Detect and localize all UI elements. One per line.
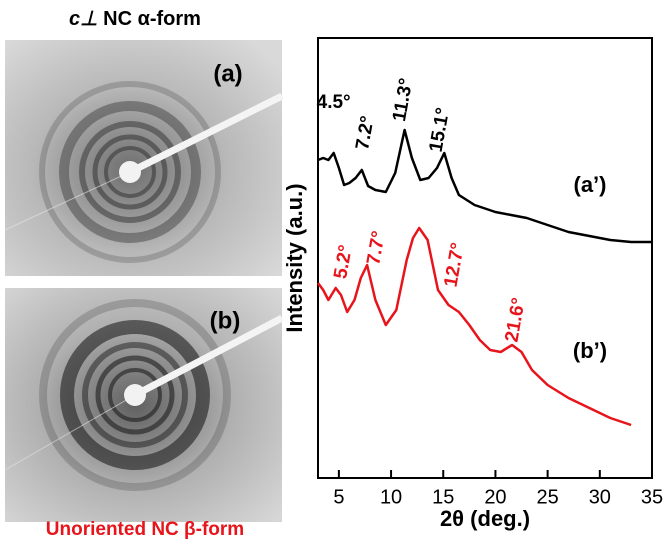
peak-label: 7.7°: [363, 229, 390, 266]
caption-symbol: c⊥: [69, 8, 98, 30]
image-label: (a): [213, 60, 242, 87]
peak-label: 5.2°: [330, 243, 357, 280]
series-line: [316, 226, 632, 427]
peak-label: 7.2°: [352, 114, 379, 151]
top-caption: c⊥ NC α-form: [69, 8, 201, 30]
series-label: (a’): [574, 172, 607, 197]
series-line: [317, 128, 652, 244]
series-label: (b’): [573, 338, 607, 363]
x-tick-label: 35: [641, 486, 663, 508]
x-tick-label: 5: [333, 486, 344, 508]
x-tick-label: 15: [432, 486, 454, 508]
diffraction-image: (a): [4, 40, 284, 276]
x-tick-label: 25: [537, 486, 559, 508]
peak-label: 15.1°: [426, 106, 454, 154]
peak-label: 21.6°: [501, 296, 529, 344]
diffraction-image: (b): [4, 288, 284, 522]
bottom-caption: Unoriented NC β-form: [46, 519, 244, 540]
x-tick-label: 30: [589, 486, 611, 508]
xrd-chart: 5 10 15 20 25 30 35 2θ (deg.) Intensity (a.u.) (a…: [282, 37, 663, 531]
x-axis-label: 2θ (deg.): [440, 506, 530, 531]
peak-label: 11.3°: [389, 77, 417, 124]
image-label: (b): [210, 307, 241, 334]
caption-text: NC α-form: [103, 8, 201, 30]
x-tick-label: 10: [380, 486, 402, 508]
peak-label: 12.7°: [441, 241, 469, 289]
x-tick-label: 20: [484, 486, 506, 508]
y-axis-label: Intensity (a.u.): [282, 183, 307, 332]
plot-frame: [317, 37, 653, 479]
peak-label: 4.5°: [317, 92, 351, 113]
